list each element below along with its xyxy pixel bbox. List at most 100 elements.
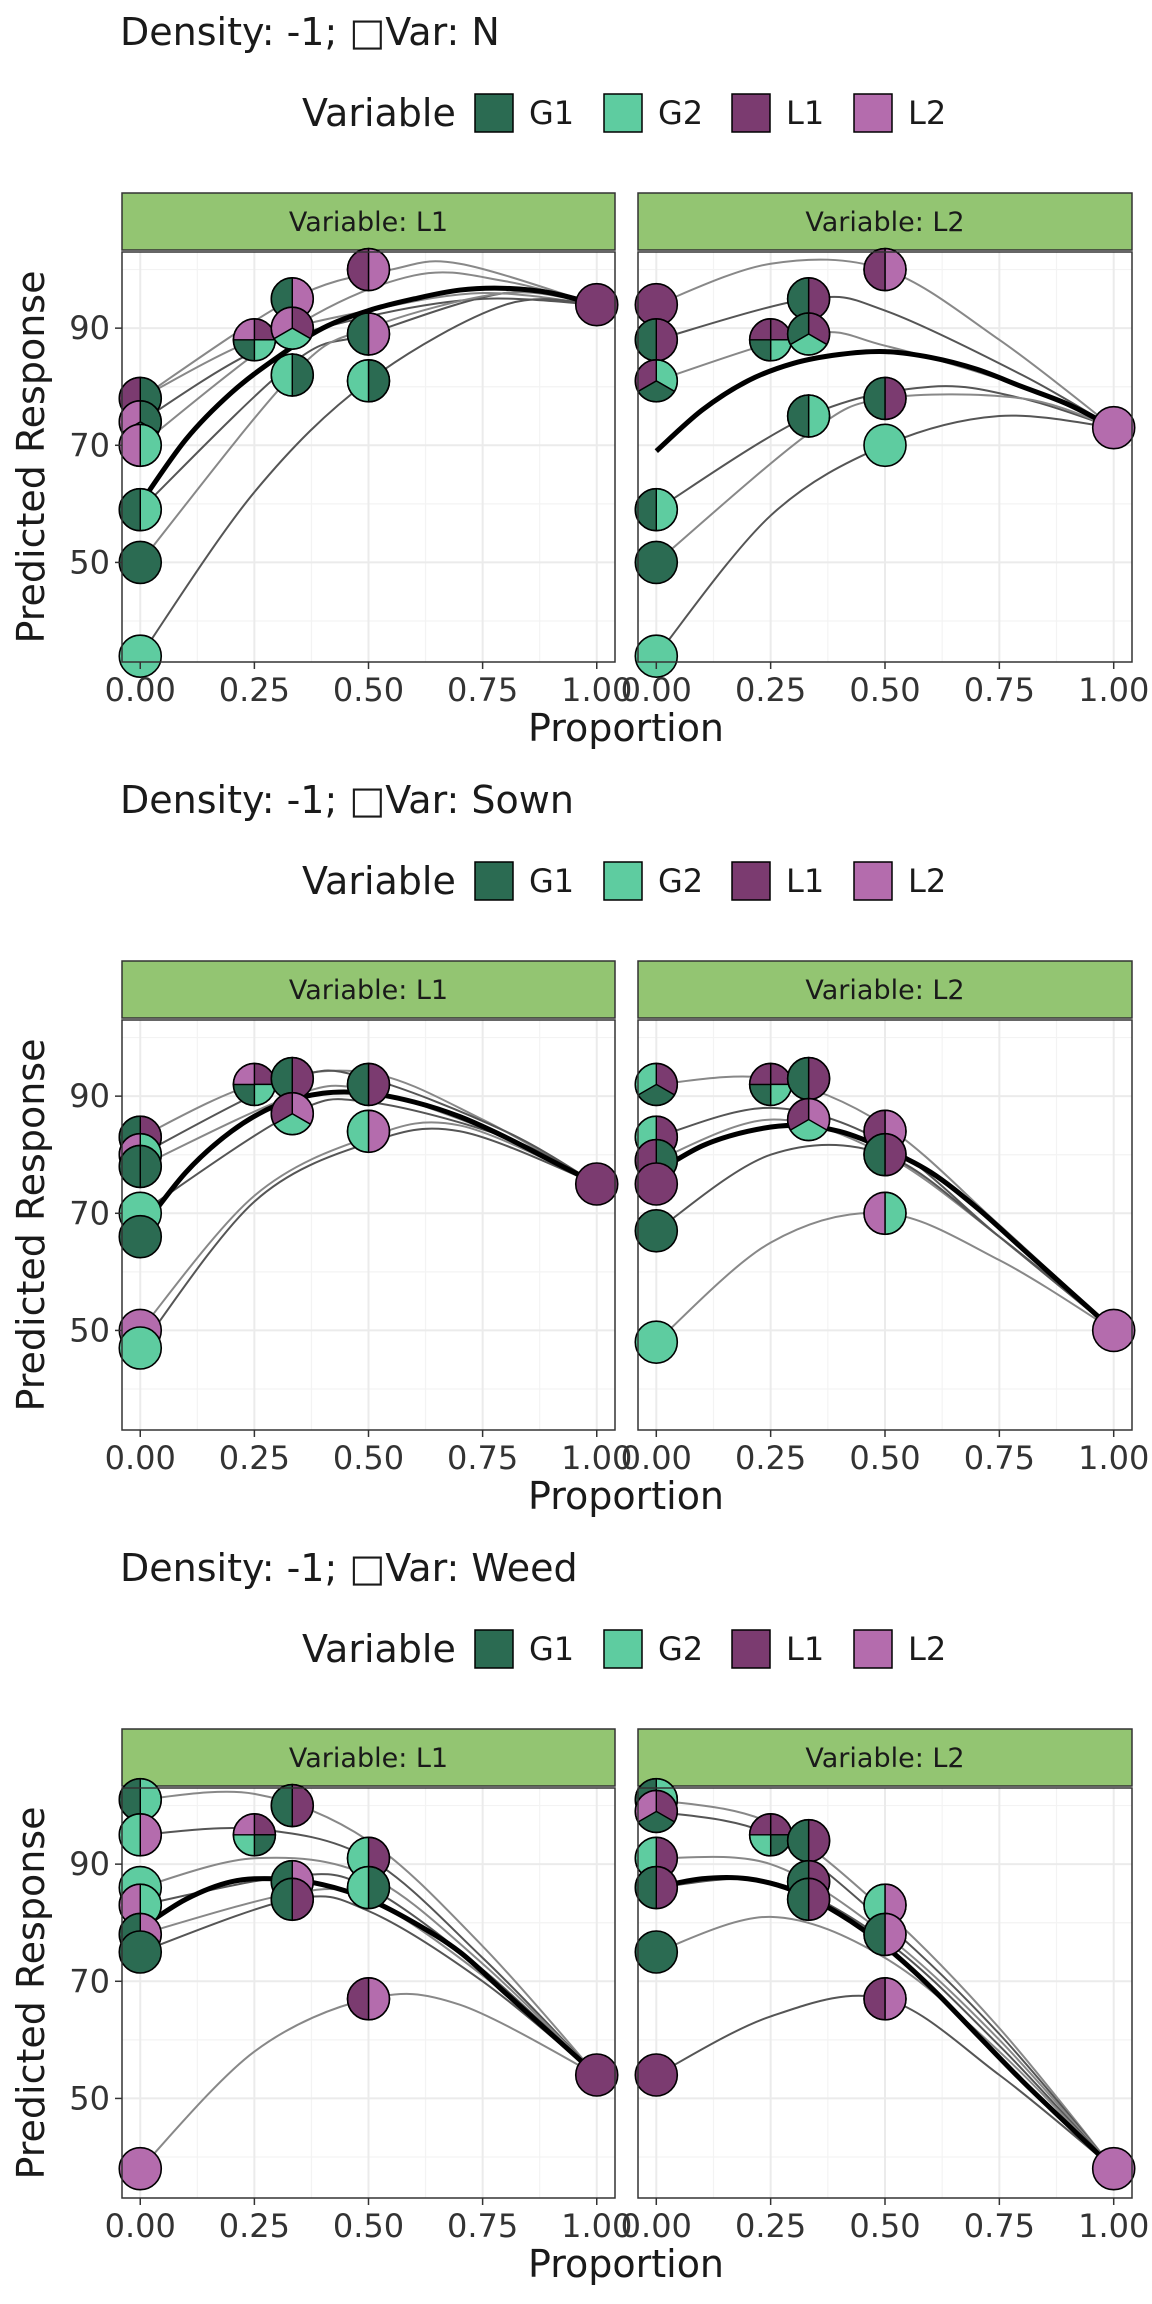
y-tick-label: 50: [69, 1311, 110, 1349]
data-point: [270, 353, 315, 397]
legend-key-L2: [853, 861, 893, 901]
legend: Variable G1 G2 L1 L2: [302, 1627, 946, 1671]
y-tick-label: 90: [69, 1077, 110, 1115]
legend-label-L1: L1: [786, 94, 824, 132]
strip: [121, 192, 616, 251]
data-point: [634, 1062, 679, 1107]
data-point: [118, 1214, 163, 1259]
point-outline: [270, 1877, 315, 1922]
data-point: [1091, 1308, 1136, 1353]
point-outline: [863, 1977, 907, 2021]
point-outline: [270, 1783, 315, 1828]
legend-key-G2: [603, 1629, 643, 1669]
data-point: [232, 1813, 277, 1857]
data-point: [118, 2146, 163, 2191]
x-tick-label: 1.00: [561, 671, 632, 709]
point-outline: [346, 247, 391, 292]
data-point: [1091, 2146, 1136, 2191]
x-tick-label: 0.50: [333, 2207, 404, 2245]
x-tick-label: 0.50: [333, 1439, 404, 1477]
legend-label-G1: G1: [529, 862, 574, 900]
data-point: [863, 247, 907, 292]
x-tick-label: 0.25: [219, 2207, 290, 2245]
legend-label-L1: L1: [786, 1630, 824, 1668]
data-point: [634, 634, 679, 678]
x-axis-title: Proportion: [528, 706, 724, 750]
data-point: [118, 1930, 163, 1974]
point-outline: [634, 487, 679, 532]
data-point: [786, 394, 831, 438]
section-title: Density: -1; □Var: N: [120, 10, 500, 54]
data-point: [270, 1783, 315, 1828]
point-slice-L1: [634, 2053, 679, 2097]
legend-key-L2: [853, 93, 893, 133]
data-point: [118, 1813, 163, 1857]
legend-key-L1: [731, 93, 771, 133]
legend-label-G1: G1: [529, 94, 574, 132]
point-slice-G1: [118, 1214, 163, 1259]
data-point: [270, 1056, 315, 1101]
point-outline: [634, 359, 679, 403]
data-point: [346, 1062, 391, 1107]
y-axis-title: Predicted Response: [9, 1807, 53, 2180]
data-point: [634, 1162, 679, 1206]
y-axis-title: Predicted Response: [9, 1039, 53, 1412]
data-point: [118, 1326, 163, 1370]
data-point: [863, 423, 907, 468]
data-point: [634, 1209, 679, 1253]
data-point: [574, 1162, 619, 1206]
point-slice-L1: [574, 282, 619, 327]
data-point: [232, 318, 277, 362]
point-outline: [863, 376, 907, 421]
point-slice-L1: [574, 2053, 619, 2097]
point-slice-L1: [574, 1162, 619, 1206]
point-outline: [863, 1912, 907, 1957]
point-outline: [118, 487, 163, 532]
point-outline: [863, 247, 907, 292]
legend-label-L2: L2: [908, 1630, 946, 1668]
legend-key-L1: [731, 1629, 771, 1669]
legend-key-L1: [731, 861, 771, 901]
point-slice-G1: [634, 1209, 679, 1253]
mean-curve: [138, 285, 598, 506]
point-slice-G2: [118, 1326, 163, 1370]
points: [634, 1056, 1136, 1364]
x-tick-label: 1.00: [1078, 2207, 1149, 2245]
data-point: [634, 487, 679, 532]
mean-curve: [654, 348, 1115, 454]
data-point: [118, 1144, 163, 1189]
data-point: [863, 1191, 907, 1236]
data-point: [118, 423, 163, 468]
data-point: [118, 487, 163, 532]
x-tick-label: 0.50: [333, 671, 404, 709]
point-slice-L2: [1091, 405, 1136, 450]
point-outline: [634, 1865, 679, 1910]
y-tick-label: 90: [69, 1845, 110, 1883]
fitted-curve: [655, 385, 1115, 511]
panel-2: Variable: L2 0.00 0.25 0.50 0.75 1.00: [621, 960, 1149, 1477]
point-outline: [346, 1865, 391, 1910]
data-point: [346, 1865, 391, 1910]
x-tick-label: 1.00: [561, 2207, 632, 2245]
legend-key-G2: [603, 861, 643, 901]
point-outline: [863, 1132, 907, 1177]
y-tick-label: 90: [69, 309, 110, 347]
point-slice-G2: [634, 634, 679, 678]
legend-title: Variable: [302, 1627, 456, 1671]
data-point: [748, 1813, 793, 1857]
data-point: [786, 1097, 831, 1142]
fitted-curve: [139, 1895, 598, 2076]
data-point: [786, 1056, 831, 1101]
panel-1: Variable: L1 0.00 0.25 0.50 0.75 1.00 50 70 90: [69, 1728, 632, 2245]
data-point: [634, 540, 679, 585]
data-point: [863, 1977, 907, 2021]
data-point: [346, 247, 391, 292]
x-tick-label: 0.25: [219, 1439, 290, 1477]
panel-2: Variable: L2 0.00 0.25 0.50 0.75 1.00: [621, 1728, 1149, 2245]
data-point: [634, 2053, 679, 2097]
point-outline: [634, 1789, 679, 1834]
point-slice-G2: [634, 1320, 679, 1364]
data-point: [574, 282, 619, 327]
data-point: [863, 1912, 907, 1957]
